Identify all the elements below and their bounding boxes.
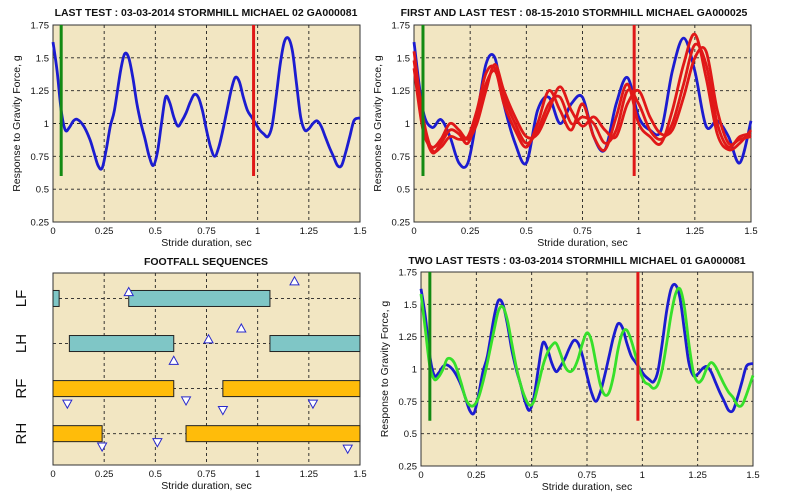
x-tick-label: 0 <box>50 226 55 237</box>
x-tick-label: 0.5 <box>149 469 162 480</box>
y-tick-label: 1.5 <box>397 53 410 64</box>
x-tick-label: 1.25 <box>300 469 319 480</box>
footfall-bar <box>128 289 271 307</box>
chart-title: TWO LAST TESTS : 03-03-2014 STORMHILL MI… <box>408 255 745 267</box>
chart-panel-4: 0 0.25 0.5 0.75 1 1.25 1.50.250.50.7511.251.51… <box>379 255 760 493</box>
series-line-blue <box>419 282 754 416</box>
series-line-bright_green <box>419 286 755 408</box>
chart-panel-1: 0 0.25 0.5 0.75 1 1.25 1.50.250.50.7511.251.51… <box>11 7 367 249</box>
series-line-red <box>412 32 753 154</box>
y-tick-label: 1.25 <box>399 332 418 343</box>
footfall-bar <box>185 425 361 443</box>
x-tick-label: 1 <box>255 469 260 480</box>
event-triangle-down <box>61 399 73 410</box>
x-tick-label: 0.75 <box>573 226 592 237</box>
x-tick-label: 1.5 <box>746 470 759 481</box>
chart-panel-2: 0 0.25 0.5 0.75 1 1.25 1.50.250.50.7511.251.51… <box>372 7 758 249</box>
event-triangle-down <box>180 396 192 406</box>
event-triangle-down <box>217 406 229 416</box>
y-tick-label: 1.5 <box>36 53 49 64</box>
x-tick-label: 1 <box>255 226 260 237</box>
footfall-bar <box>222 380 361 398</box>
x-tick-label: 0.75 <box>578 470 597 481</box>
series-line-red <box>412 46 752 149</box>
y-axis-label: Response to Gravity Force, g <box>379 301 391 438</box>
x-tick-label: 0.5 <box>520 226 533 237</box>
y-axis-label: Response to Gravity Force, g <box>11 55 23 192</box>
footfall-bar <box>52 289 60 307</box>
y-axis-label: Response to Gravity Force, g <box>372 55 384 192</box>
y-tick-label: 1 <box>412 365 417 376</box>
x-tick-label: 0.5 <box>149 226 162 237</box>
x-tick-label: 1.25 <box>300 226 319 237</box>
x-tick-label: 1.25 <box>686 226 705 237</box>
x-tick-label: 0.5 <box>525 470 538 481</box>
event-triangle-down <box>307 399 319 410</box>
series-line-blue <box>51 36 361 171</box>
x-tick-label: 0.25 <box>467 470 486 481</box>
x-tick-label: 1.5 <box>744 226 757 237</box>
y-tick-label: 0.75 <box>31 152 50 163</box>
y-tick-label: 0.5 <box>404 429 417 440</box>
y-tick-label: 0.25 <box>31 218 50 229</box>
x-tick-label: 0.25 <box>95 226 114 237</box>
y-tick-label: 1.25 <box>31 86 50 97</box>
chart-title: FIRST AND LAST TEST : 08-15-2010 STORMHI… <box>401 7 748 19</box>
event-triangle-down <box>152 438 163 448</box>
footfall-bar <box>52 425 103 443</box>
x-axis-label: Stride duration, sec <box>537 237 627 249</box>
lane-label: LF <box>13 290 30 308</box>
y-tick-label: 1.25 <box>392 86 411 97</box>
y-tick-label: 0.5 <box>397 185 410 196</box>
event-triangle-up <box>289 275 300 286</box>
event-triangle-down <box>96 442 108 453</box>
y-tick-label: 1 <box>44 119 49 130</box>
chart-title: FOOTFALL SEQUENCES <box>144 256 268 268</box>
x-tick-label: 1.5 <box>353 469 366 480</box>
event-triangle-up <box>123 286 135 297</box>
x-tick-label: 1.5 <box>353 226 366 237</box>
footfall-bar <box>52 380 175 398</box>
event-triangle-up <box>235 322 247 333</box>
event-triangle-up <box>168 355 180 365</box>
x-tick-label: 0.25 <box>461 226 480 237</box>
series-line-red <box>412 42 752 155</box>
footfall-bar <box>68 335 175 353</box>
y-tick-label: 0.25 <box>399 462 418 473</box>
y-tick-label: 0.75 <box>399 397 418 408</box>
chart-panel-3: 0 0.25 0.5 0.75 1 1.25 1.5 LF LH RF RH FOOTFALL SEQ… <box>13 256 367 492</box>
lane-label: LH <box>13 334 30 353</box>
y-tick-label: 1.75 <box>392 21 411 32</box>
y-tick-label: 1 <box>405 119 410 130</box>
x-axis-label: Stride duration, sec <box>161 237 251 249</box>
x-axis-label: Stride duration, sec <box>161 480 251 492</box>
event-triangle-down <box>342 444 354 455</box>
x-tick-label: 0 <box>50 469 55 480</box>
x-tick-label: 1 <box>640 470 645 481</box>
x-tick-label: 0 <box>411 226 416 237</box>
x-tick-label: 0.25 <box>95 469 114 480</box>
y-tick-label: 1.5 <box>404 300 417 311</box>
event-triangle-up <box>203 333 214 344</box>
y-tick-label: 1.75 <box>31 21 50 32</box>
x-tick-label: 1.25 <box>688 470 707 481</box>
x-tick-label: 1 <box>636 226 641 237</box>
x-tick-label: 0 <box>418 470 423 481</box>
lane-label: RH <box>13 423 30 445</box>
y-tick-label: 0.75 <box>392 152 411 163</box>
x-axis-label: Stride duration, sec <box>542 481 632 493</box>
lane-label: RF <box>13 379 30 399</box>
footfall-bar <box>269 335 361 353</box>
x-tick-label: 0.75 <box>197 469 216 480</box>
y-tick-label: 1.75 <box>399 268 418 279</box>
y-tick-label: 0.5 <box>36 185 49 196</box>
x-tick-label: 0.75 <box>197 226 216 237</box>
chart-title: LAST TEST : 03-03-2014 STORMHILL MICHAEL… <box>55 7 358 19</box>
y-tick-label: 0.25 <box>392 218 411 229</box>
